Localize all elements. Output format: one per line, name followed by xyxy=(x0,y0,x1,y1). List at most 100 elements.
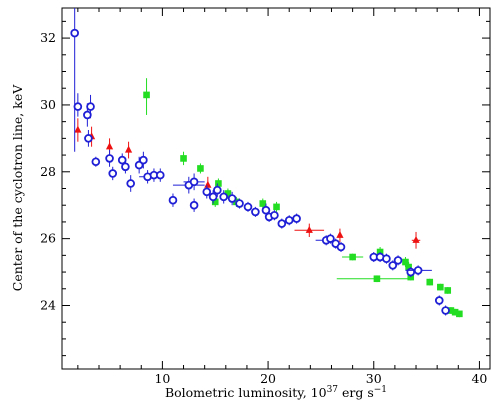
point-marker xyxy=(189,200,199,210)
point-marker xyxy=(393,256,403,265)
data-point xyxy=(155,168,165,182)
point-marker xyxy=(126,179,135,188)
data-point xyxy=(382,253,391,264)
data-point xyxy=(342,253,364,261)
data-point xyxy=(172,176,205,194)
data-point xyxy=(202,185,212,199)
x-tick-label: 10 xyxy=(154,371,170,386)
data-point xyxy=(277,218,287,229)
data-point xyxy=(73,93,83,117)
point-marker xyxy=(388,261,398,270)
data-point xyxy=(251,206,260,217)
point-marker xyxy=(208,192,218,202)
point-marker xyxy=(405,263,412,271)
point-marker xyxy=(235,199,244,208)
data-point xyxy=(124,141,133,159)
point-marker xyxy=(155,170,165,180)
point-marker xyxy=(213,185,222,195)
plot-frame xyxy=(61,7,491,370)
point-marker xyxy=(349,253,356,261)
point-marker xyxy=(406,267,416,277)
point-marker xyxy=(326,234,335,243)
data-point xyxy=(405,265,432,276)
point-marker xyxy=(168,195,178,205)
data-point xyxy=(336,228,344,242)
data-point xyxy=(180,151,187,166)
data-point xyxy=(326,233,335,244)
point-marker xyxy=(277,219,287,228)
point-marker xyxy=(456,310,463,318)
data-point xyxy=(447,307,455,314)
point-marker xyxy=(202,187,212,197)
point-marker xyxy=(413,266,423,275)
data-point xyxy=(456,310,463,318)
data-point xyxy=(121,160,130,174)
point-marker xyxy=(121,162,130,172)
point-marker xyxy=(373,275,381,283)
x-axis-label: Bolometric luminosity, 1037 erg s−1 xyxy=(165,385,387,400)
point-marker xyxy=(447,307,455,314)
data-point xyxy=(284,215,294,226)
data-point xyxy=(213,183,222,197)
series-open-circle xyxy=(70,8,450,316)
data-point xyxy=(444,287,452,294)
point-marker xyxy=(74,125,82,133)
point-marker xyxy=(273,203,280,211)
data-point xyxy=(143,78,150,115)
data-point xyxy=(208,190,218,204)
data-point xyxy=(197,163,204,174)
axis-ticks xyxy=(62,8,490,369)
series-filled-triangle xyxy=(74,118,421,249)
data-point xyxy=(91,156,101,167)
data-point xyxy=(183,173,205,191)
point-marker xyxy=(451,308,459,316)
point-marker xyxy=(441,306,450,315)
point-marker xyxy=(336,230,344,238)
y-tick-label: 26 xyxy=(40,231,56,246)
point-marker xyxy=(105,142,114,150)
x-tick-labels: 10 20 30 40 xyxy=(154,371,487,386)
data-point xyxy=(388,260,398,271)
data-point xyxy=(441,305,450,316)
data-point xyxy=(235,198,244,209)
data-point xyxy=(270,210,279,221)
point-marker xyxy=(73,102,83,111)
data-point xyxy=(243,201,253,212)
point-marker xyxy=(224,190,232,197)
point-marker xyxy=(261,205,271,215)
y-tick-label: 24 xyxy=(40,297,56,312)
point-marker xyxy=(270,210,279,220)
point-marker xyxy=(117,155,127,165)
point-marker xyxy=(83,110,92,120)
point-marker xyxy=(84,134,93,143)
data-point xyxy=(393,255,403,266)
data-marks xyxy=(70,8,463,318)
y-axis-label: Center of the cyclotron line, keV xyxy=(10,84,25,291)
y-tick-label: 30 xyxy=(40,97,56,112)
point-marker xyxy=(204,180,212,188)
data-point xyxy=(426,278,434,286)
point-marker xyxy=(70,28,79,38)
data-point xyxy=(292,213,301,224)
data-point xyxy=(168,193,178,207)
point-marker xyxy=(434,296,444,305)
point-marker xyxy=(402,258,409,266)
point-marker xyxy=(305,225,313,233)
data-point xyxy=(294,223,325,237)
point-marker xyxy=(108,169,118,178)
point-marker xyxy=(180,155,187,162)
data-point xyxy=(83,103,92,127)
point-marker xyxy=(284,215,294,225)
point-marker xyxy=(243,202,253,212)
point-marker xyxy=(336,242,346,252)
point-marker xyxy=(215,180,222,187)
data-point xyxy=(219,190,228,204)
y-tick-labels: 24 26 28 30 32 xyxy=(40,30,56,312)
point-marker xyxy=(211,198,219,206)
point-marker xyxy=(86,102,95,111)
data-point xyxy=(336,241,346,253)
data-point xyxy=(434,295,444,306)
data-point xyxy=(105,150,114,167)
data-point xyxy=(336,275,411,283)
point-marker xyxy=(437,283,444,291)
